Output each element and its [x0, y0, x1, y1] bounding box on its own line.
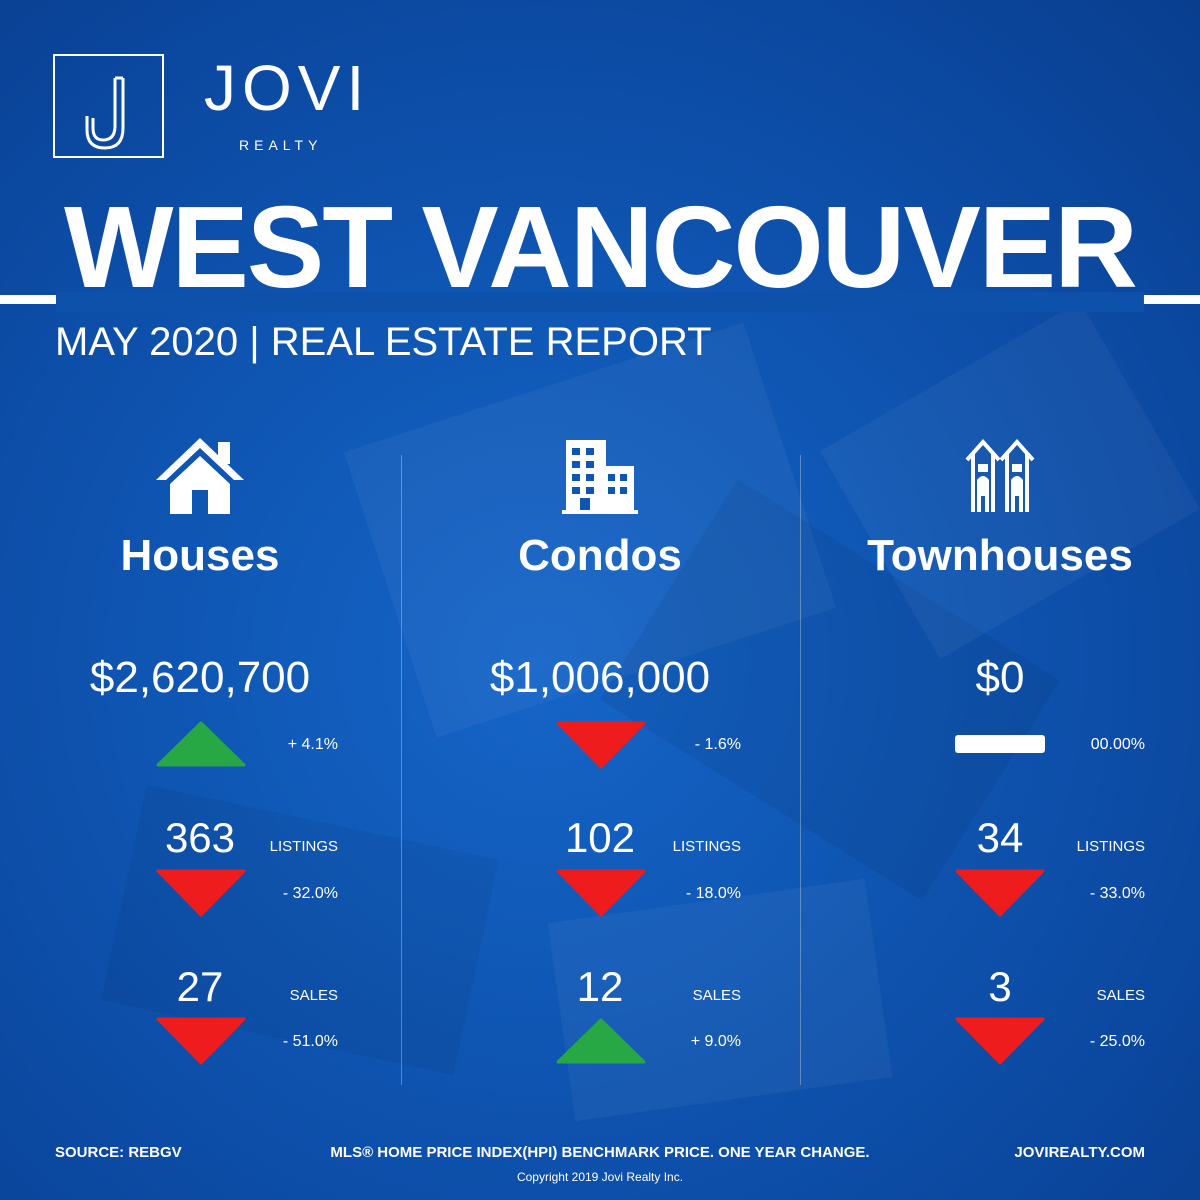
copyright-note: Copyright 2019 Jovi Realty Inc. — [516, 1170, 684, 1184]
sales-label: SALES — [1096, 987, 1145, 1004]
sales-label: SALES — [289, 987, 338, 1004]
benchmark-price: $2,620,700 — [89, 653, 311, 702]
page-title: WEST VANCOUVER — [0, 182, 1200, 312]
townhouses-column: Townhouses $0 00.00% 34 LISTINGS - 33.0%… — [800, 0, 1200, 1200]
report-subtitle: MAY 2020 | REAL ESTATE REPORT — [55, 320, 712, 364]
sales-down-arrow-icon — [955, 1017, 1045, 1065]
condo-building-icon — [400, 436, 800, 516]
price-down-arrow-icon — [556, 721, 646, 769]
listings-label: LISTINGS — [672, 838, 741, 855]
sales-change: - 25.0% — [1089, 1033, 1145, 1050]
house-icon — [0, 436, 400, 516]
page-title-text: WEST VANCOUVER — [56, 182, 1144, 312]
benchmark-price: $1,006,000 — [489, 653, 711, 702]
listings-count: 34 — [976, 814, 1024, 861]
price-change: + 4.1% — [287, 736, 338, 753]
sales-up-arrow-icon — [556, 1018, 646, 1064]
listings-count: 363 — [164, 814, 236, 861]
listings-label: LISTINGS — [269, 838, 338, 855]
benchmark-price: $0 — [975, 653, 1025, 702]
column-title: Houses — [120, 531, 280, 580]
website-link[interactable]: JOVIREALTY.COM — [1014, 1144, 1145, 1161]
price-change: - 1.6% — [694, 736, 741, 753]
listings-label: LISTINGS — [1076, 838, 1145, 855]
source-note: SOURCE: REBGV — [55, 1144, 182, 1161]
sales-down-arrow-icon — [156, 1017, 246, 1065]
price-change: 00.00% — [1090, 736, 1145, 753]
logo-j-icon — [85, 76, 125, 150]
listings-change: - 32.0% — [282, 885, 338, 902]
listings-change: - 18.0% — [685, 885, 741, 902]
sales-count: 3 — [988, 963, 1012, 1010]
price-up-arrow-icon — [156, 721, 246, 767]
townhouse-icon — [800, 436, 1200, 516]
listings-down-arrow-icon — [955, 869, 1045, 917]
sales-change: - 51.0% — [282, 1033, 338, 1050]
brand-sub: REALTY — [239, 137, 323, 153]
sales-label: SALES — [692, 987, 741, 1004]
listings-down-arrow-icon — [156, 869, 246, 917]
no-change-bar — [955, 735, 1045, 753]
brand-name: JOVI — [204, 52, 371, 124]
sales-count: 27 — [176, 963, 224, 1010]
houses-column: Houses $2,620,700 + 4.1% 363 LISTINGS - … — [0, 0, 400, 1200]
column-divider — [401, 455, 402, 1085]
listings-change: - 33.0% — [1089, 885, 1145, 902]
methodology-note: MLS® HOME PRICE INDEX(HPI) BENCHMARK PRI… — [330, 1144, 870, 1161]
sales-change: + 9.0% — [690, 1033, 741, 1050]
condos-column: Condos $1,006,000 - 1.6% 102 LISTINGS - … — [400, 0, 800, 1200]
logo-mark — [53, 54, 164, 158]
column-divider — [800, 455, 801, 1085]
sales-count: 12 — [576, 963, 624, 1010]
column-title: Townhouses — [867, 531, 1133, 580]
listings-count: 102 — [564, 814, 636, 861]
listings-down-arrow-icon — [556, 869, 646, 917]
column-title: Condos — [518, 531, 682, 580]
